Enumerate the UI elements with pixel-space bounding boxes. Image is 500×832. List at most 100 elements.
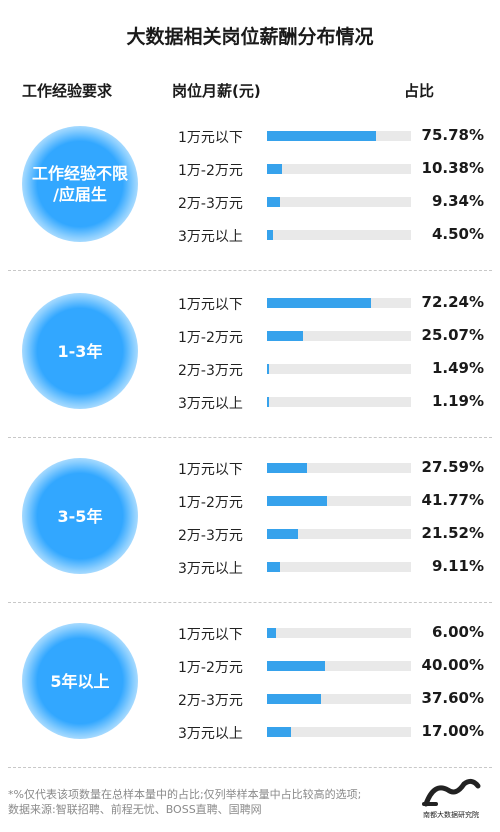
salary-range-label: 1万元以下 [178, 627, 243, 643]
experience-group: 3-5年 1万元以下 27.59% 1万-2万元 41.77% 2万-3万元 21.52% 3… [0, 440, 500, 605]
experience-group: 1-3年 1万元以下 72.24% 1万-2万元 25.07% 2万-3万元 1.49% 3万… [0, 275, 500, 440]
footer-notes: *%仅代表该项数量在总样本量中的占比;仅列举样本量中占比较高的选项; 数据来源:… [8, 787, 418, 817]
share-value: 75.78% [421, 126, 484, 144]
salary-range-label: 1万-2万元 [178, 495, 243, 511]
chart-title: 大数据相关岗位薪酬分布情况 [126, 26, 374, 48]
share-value: 10.38% [421, 159, 484, 177]
bar-fill [267, 463, 307, 473]
experience-circle: 工作经验不限 /应届生 [22, 126, 138, 242]
bar-fill [267, 298, 371, 308]
header-share: 占比 [404, 82, 435, 100]
share-value: 1.49% [431, 359, 484, 377]
experience-group: 5年以上 1万元以下 6.00% 1万-2万元 40.00% 2万-3万元 37.60% 3万… [0, 605, 500, 770]
share-value: 41.77% [421, 491, 484, 509]
bar-track [267, 164, 411, 174]
footer-note: *%仅代表该项数量在总样本量中的占比;仅列举样本量中占比较高的选项; [8, 788, 362, 801]
experience-circle: 1-3年 [22, 293, 138, 409]
experience-label: 5年以上 [50, 671, 110, 691]
bar-fill [267, 562, 280, 572]
salary-row: 3万元以上 1.19% [0, 391, 500, 415]
share-value: 17.00% [421, 722, 484, 740]
salary-row: 2万-3万元 9.34% [0, 191, 500, 215]
share-value: 25.07% [421, 326, 484, 344]
salary-row: 1万-2万元 41.77% [0, 490, 500, 514]
salary-row: 1万-2万元 10.38% [0, 158, 500, 182]
salary-range-label: 2万-3万元 [178, 528, 243, 544]
salary-row: 2万-3万元 21.52% [0, 523, 500, 547]
bar-track [267, 397, 411, 407]
experience-circle: 5年以上 [22, 623, 138, 739]
experience-circle: 3-5年 [22, 458, 138, 574]
bar-fill [267, 727, 291, 737]
share-value: 6.00% [431, 623, 484, 641]
header-salary: 岗位月薪(元) [172, 82, 261, 100]
salary-row: 3万元以上 9.11% [0, 556, 500, 580]
salary-range-label: 3万元以上 [178, 229, 243, 245]
experience-label: 3-5年 [57, 506, 103, 526]
salary-row: 1万-2万元 25.07% [0, 325, 500, 349]
salary-range-label: 1万-2万元 [178, 330, 243, 346]
bar-fill [267, 197, 280, 207]
salary-range-label: 1万元以下 [178, 462, 243, 478]
bar-track [267, 727, 411, 737]
bar-fill [267, 397, 269, 407]
share-value: 9.11% [431, 557, 484, 575]
bar-fill [267, 164, 282, 174]
header-experience: 工作经验要求 [22, 82, 113, 100]
salary-range-label: 1万-2万元 [178, 660, 243, 676]
bar-fill [267, 364, 269, 374]
salary-row: 1万元以下 6.00% [0, 622, 500, 646]
salary-range-label: 2万-3万元 [178, 196, 243, 212]
salary-range-label: 1万元以下 [178, 130, 243, 146]
salary-row: 3万元以上 4.50% [0, 224, 500, 248]
publisher-logo: 南都大数据研究院 [416, 776, 486, 822]
salary-row: 3万元以上 17.00% [0, 721, 500, 745]
bar-track [267, 661, 411, 671]
salary-range-label: 2万-3万元 [178, 363, 243, 379]
bar-track [267, 331, 411, 341]
bar-fill [267, 496, 327, 506]
group-divider [8, 437, 492, 438]
group-divider [8, 270, 492, 271]
salary-row: 2万-3万元 1.49% [0, 358, 500, 382]
experience-label: 1-3年 [57, 341, 103, 361]
bar-fill [267, 131, 376, 141]
share-value: 9.34% [431, 192, 484, 210]
salary-range-label: 1万-2万元 [178, 163, 243, 179]
bar-track [267, 131, 411, 141]
experience-label: 工作经验不限 /应届生 [31, 164, 128, 204]
share-value: 27.59% [421, 458, 484, 476]
experience-group: 工作经验不限 /应届生 1万元以下 75.78% 1万-2万元 10.38% 2万-3万元… [0, 108, 500, 273]
bar-track [267, 298, 411, 308]
bar-track [267, 562, 411, 572]
share-value: 1.19% [431, 392, 484, 410]
bar-fill [267, 661, 325, 671]
group-divider [8, 767, 492, 768]
bar-track [267, 364, 411, 374]
logo-mark-icon [422, 778, 481, 807]
salary-row: 1万元以下 75.78% [0, 125, 500, 149]
bar-track [267, 694, 411, 704]
bar-fill [267, 529, 298, 539]
salary-row: 2万-3万元 37.60% [0, 688, 500, 712]
salary-row: 1万元以下 27.59% [0, 457, 500, 481]
share-value: 37.60% [421, 689, 484, 707]
share-value: 72.24% [421, 293, 484, 311]
salary-range-label: 2万-3万元 [178, 693, 243, 709]
group-divider [8, 602, 492, 603]
salary-row: 1万-2万元 40.00% [0, 655, 500, 679]
salary-range-label: 3万元以上 [178, 726, 243, 742]
share-value: 40.00% [421, 656, 484, 674]
salary-range-label: 1万元以下 [178, 297, 243, 313]
bar-track [267, 496, 411, 506]
footer-source: 数据来源:智联招聘、前程无忧、BOSS直聘、国聘网 [8, 803, 262, 816]
bar-track [267, 628, 411, 638]
salary-row: 1万元以下 72.24% [0, 292, 500, 316]
share-value: 21.52% [421, 524, 484, 542]
bar-track [267, 230, 411, 240]
salary-range-label: 3万元以上 [178, 396, 243, 412]
salary-range-label: 3万元以上 [178, 561, 243, 577]
bar-track [267, 529, 411, 539]
bar-track [267, 463, 411, 473]
logo-text: 南都大数据研究院 [423, 811, 479, 819]
